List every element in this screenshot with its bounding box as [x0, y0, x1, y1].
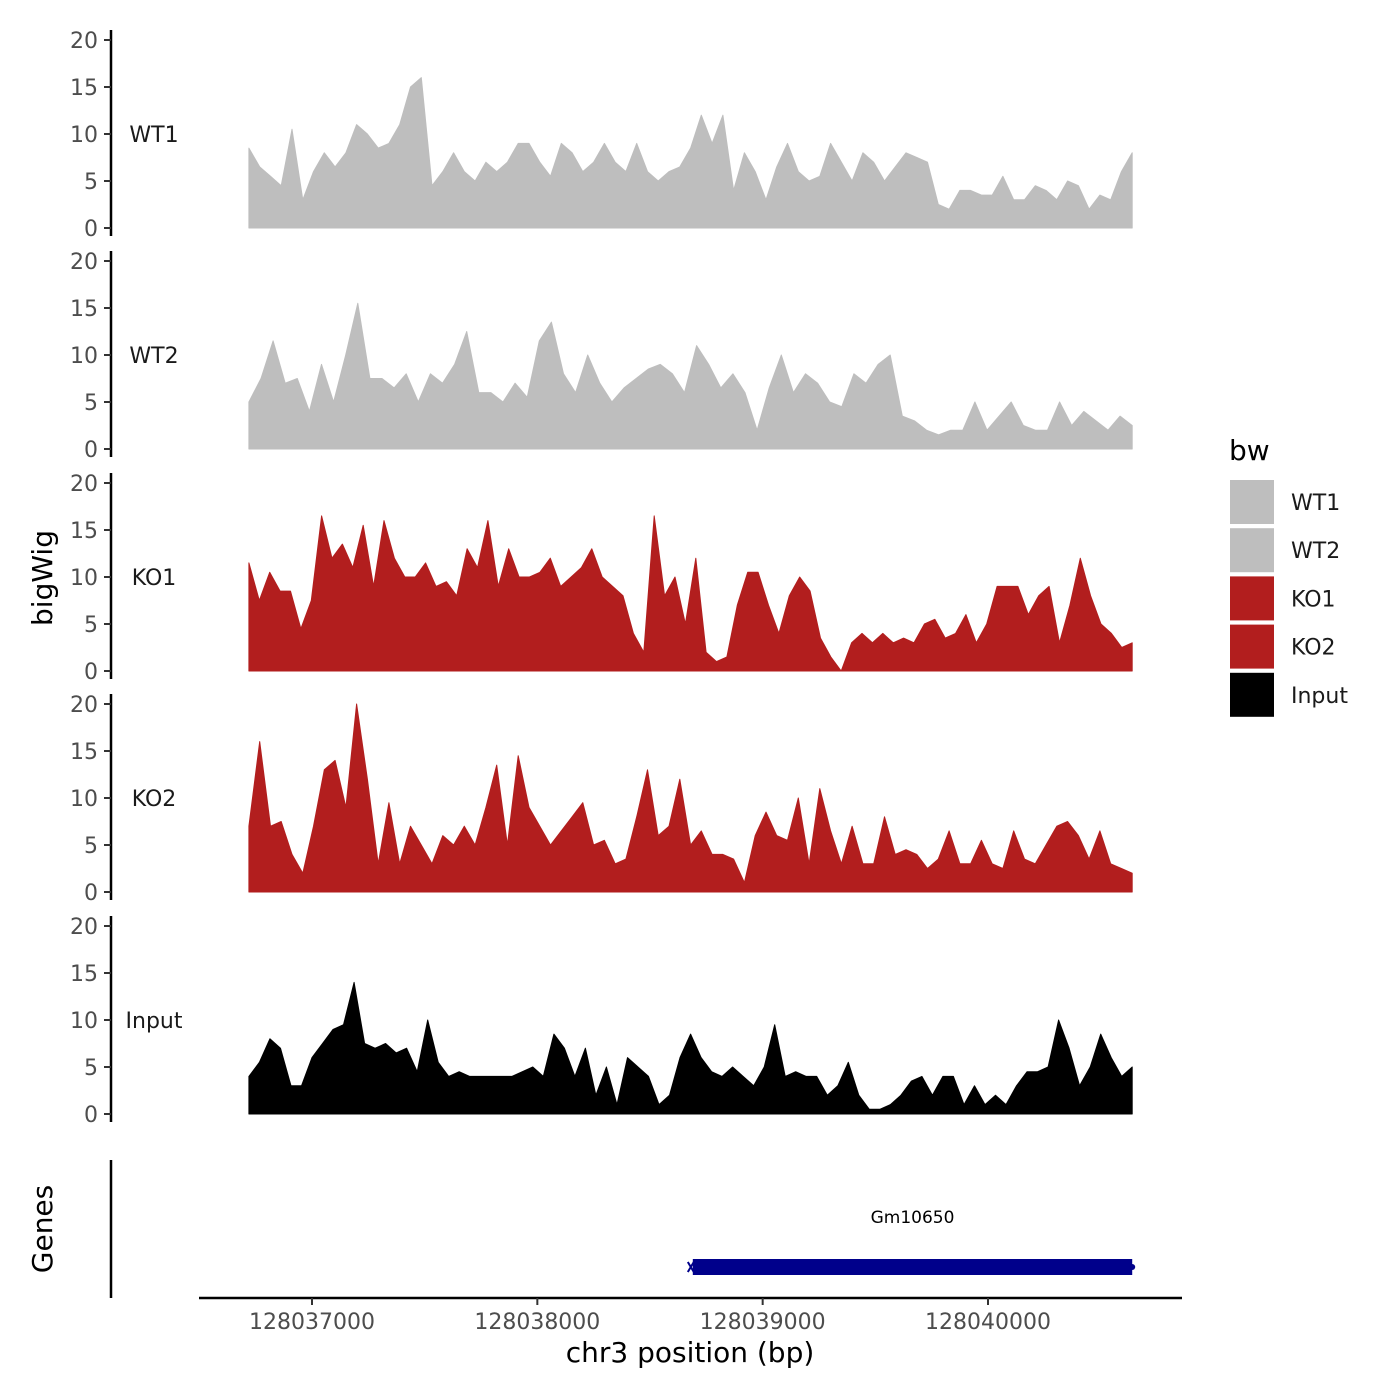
y-tick-label: 10: [70, 566, 98, 591]
y-tick-label: 5: [84, 1056, 98, 1081]
y-tick-label: 20: [70, 915, 98, 940]
legend-item-ko1: KO1: [1230, 576, 1336, 621]
legend-label: WT2: [1291, 539, 1340, 564]
legend-item-ko2: KO2: [1230, 624, 1336, 669]
y-tick-label: 0: [84, 1103, 98, 1128]
y-tick-label: 20: [70, 472, 98, 497]
x-axis: chr3 position (bp) 128037000 128038000 128…: [199, 1296, 1182, 1369]
y-tick-label: 0: [84, 217, 98, 242]
y-tick-label: 5: [84, 170, 98, 195]
x-tick-label: 128038000: [474, 1310, 600, 1335]
legend-label: Input: [1291, 684, 1348, 709]
legend-title: bw: [1229, 434, 1270, 467]
track-label: Input: [126, 1009, 183, 1034]
gene-gm10650: Gm10650: [686, 1208, 1136, 1275]
legend-swatch: [1230, 528, 1274, 573]
x-axis-title: chr3 position (bp): [566, 1336, 815, 1369]
track-wt2: 0 5 10 15 20 WT2: [70, 250, 1133, 463]
y-tick-label: 10: [70, 344, 98, 369]
y-tick-label: 10: [70, 123, 98, 148]
legend-swatch: [1230, 672, 1274, 717]
x-tick-label: 128040000: [925, 1310, 1051, 1335]
y-tick-label: 10: [70, 787, 98, 812]
y-tick-label: 20: [70, 250, 98, 275]
track-label: WT2: [129, 344, 178, 369]
legend-item-wt2: WT2: [1230, 528, 1340, 573]
bigwig-tracks: 0 5 10 15 20 WT1 0 5 10 15 20 WT2 0 5 10 15 20 KO1 0 5 10 15 2…: [70, 29, 1133, 1128]
track-input: 0 5 10 15 20 Input: [70, 915, 1133, 1128]
gene-body: [692, 1259, 1133, 1275]
track-label: KO2: [132, 787, 177, 812]
track-label: WT1: [129, 123, 178, 148]
coverage-area-wt2: [248, 302, 1133, 450]
y-tick-label: 0: [84, 660, 98, 685]
genes-axis-title: Genes: [26, 1185, 59, 1273]
y-tick-label: 15: [70, 297, 98, 322]
y-tick-label: 15: [70, 519, 98, 544]
coverage-area-ko2: [248, 703, 1133, 893]
track-ko1: 0 5 10 15 20 KO1: [70, 472, 1133, 685]
coverage-area-ko1: [248, 515, 1133, 672]
gene-label: Gm10650: [871, 1208, 955, 1228]
legend-label: WT1: [1291, 491, 1340, 516]
y-tick-label: 0: [84, 438, 98, 463]
y-tick-label: 0: [84, 881, 98, 906]
track-wt1: 0 5 10 15 20 WT1: [70, 29, 1133, 242]
y-tick-label: 10: [70, 1009, 98, 1034]
legend-label: KO1: [1291, 587, 1336, 612]
track-label: KO1: [132, 566, 177, 591]
legend: bw WT1 WT2 KO1 KO2 Input: [1229, 434, 1348, 717]
y-tick-label: 15: [70, 740, 98, 765]
track-ko2: 0 5 10 15 20 KO2: [70, 693, 1133, 906]
legend-label: KO2: [1291, 636, 1336, 661]
legend-swatch: [1230, 576, 1274, 621]
coverage-area-wt1: [248, 77, 1133, 229]
genes-panel: Genes Gm10650: [26, 1160, 1136, 1298]
legend-swatch: [1230, 624, 1274, 669]
gene-end-marker: [1129, 1264, 1136, 1270]
x-tick-label: 128037000: [249, 1310, 375, 1335]
x-tick-label: 128039000: [700, 1310, 826, 1335]
y-tick-label: 5: [84, 391, 98, 416]
y-tick-label: 15: [70, 962, 98, 987]
legend-item-wt1: WT1: [1230, 480, 1340, 524]
y-tick-label: 5: [84, 834, 98, 859]
legend-item-input: Input: [1230, 672, 1348, 717]
y-tick-label: 20: [70, 29, 98, 54]
y-axis-title: bigWig: [26, 530, 59, 626]
y-tick-label: 5: [84, 613, 98, 638]
y-tick-label: 15: [70, 76, 98, 101]
y-tick-label: 20: [70, 693, 98, 718]
gene-start-marker: [686, 1261, 695, 1273]
coverage-area-input: [248, 981, 1133, 1115]
legend-swatch: [1230, 480, 1274, 524]
